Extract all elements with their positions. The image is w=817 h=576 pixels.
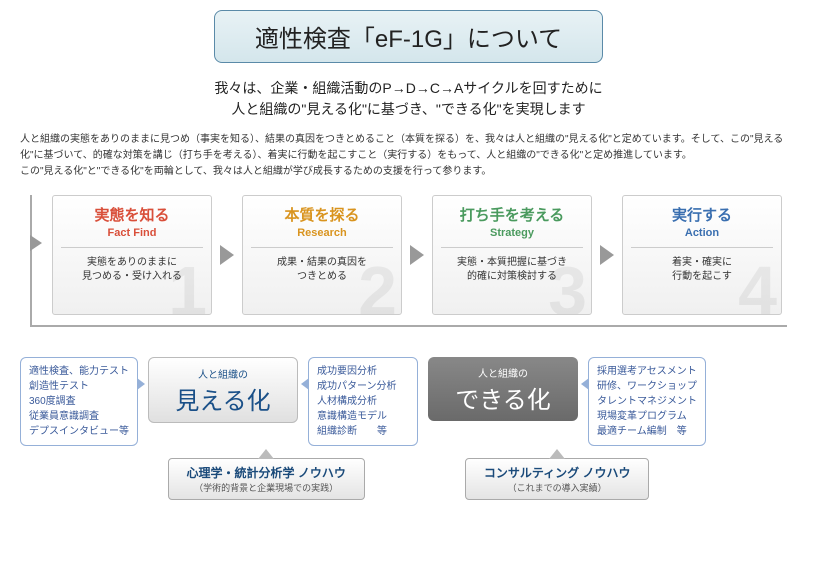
subtitle-line1: 我々は、企業・組織活動のP→D→C→Aサイクルを回すために <box>20 78 797 99</box>
bubble-left: 適性検査、能力テスト 創造性テスト 360度調査 従業員意識調査 デプスインタビ… <box>20 357 138 446</box>
cycle-entry-arrow <box>30 235 42 251</box>
foot-box-2: コンサルティング ノウハウ （これまでの導入実績） <box>465 458 650 500</box>
step-title-jp: 本質を探る <box>249 204 395 225</box>
pdca-cycle: 1 実態を知る Fact Find 実態をありのままに見つめる・受け入れる 2 … <box>30 195 787 327</box>
arrow-icon <box>220 245 234 265</box>
mieru-box: 人と組織の 見える化 <box>148 357 298 423</box>
step-title-jp: 打ち手を考える <box>439 204 585 225</box>
foot-sub: （学術的背景と企業現場での実践） <box>187 481 346 494</box>
step-title-en: Research <box>249 227 395 239</box>
dekiru-label-lg: できる化 <box>442 380 564 415</box>
step-desc: 実態・本質把握に基づき的確に対策検討する <box>439 256 585 284</box>
step-title-en: Action <box>629 227 775 239</box>
foot-title: 心理学・統計分析学 ノウハウ <box>187 464 346 481</box>
title-box: 適性検査「eF-1G」について <box>214 10 603 63</box>
step-title-en: Strategy <box>439 227 585 239</box>
subtitle: 我々は、企業・組織活動のP→D→C→Aサイクルを回すために 人と組織の"見える化… <box>20 78 797 120</box>
footer-boxes: 心理学・統計分析学 ノウハウ （学術的背景と企業現場での実践） コンサルティング… <box>20 458 797 500</box>
step-desc: 着実・確実に行動を起こす <box>629 256 775 284</box>
step-2: 2 本質を探る Research 成果・結果の真因をつきとめる <box>242 195 402 315</box>
foot-box-1: 心理学・統計分析学 ノウハウ （学術的背景と企業現場での実践） <box>168 458 365 500</box>
step-title-jp: 実態を知る <box>59 204 205 225</box>
desc-p2: この"見える化"と"できる化"を両輪として、我々は人と組織が学び成長するための支… <box>20 164 797 180</box>
desc-p1: 人と組織の実態をありのままに見つめ（事実を知る）、結果の真因をつきとめること（本… <box>20 132 797 164</box>
foot-sub: （これまでの導入実績） <box>484 481 631 494</box>
dekiru-label-sm: 人と組織の <box>442 365 564 380</box>
step-desc: 実態をありのままに見つめる・受け入れる <box>59 256 205 284</box>
step-title-jp: 実行する <box>629 204 775 225</box>
bubble-right: 採用選考アセスメント 研修、ワークショップ タレントマネジメント 現場変革プログ… <box>588 357 706 446</box>
dekiru-box: 人と組織の できる化 <box>428 357 578 421</box>
mieru-label-lg: 見える化 <box>163 381 283 416</box>
step-4: 4 実行する Action 着実・確実に行動を起こす <box>622 195 782 315</box>
page-title: 適性検査「eF-1G」について <box>255 19 562 54</box>
lower-section: 適性検査、能力テスト 創造性テスト 360度調査 従業員意識調査 デプスインタビ… <box>20 357 797 446</box>
step-1: 1 実態を知る Fact Find 実態をありのままに見つめる・受け入れる <box>52 195 212 315</box>
foot-title: コンサルティング ノウハウ <box>484 464 631 481</box>
arrow-icon <box>600 245 614 265</box>
description: 人と組織の実態をありのままに見つめ（事実を知る）、結果の真因をつきとめること（本… <box>20 132 797 180</box>
step-3: 3 打ち手を考える Strategy 実態・本質把握に基づき的確に対策検討する <box>432 195 592 315</box>
step-desc: 成果・結果の真因をつきとめる <box>249 256 395 284</box>
bubble-mid: 成功要因分析 成功パターン分析 人材構成分析 意識構造モデル 組織診断 等 <box>308 357 418 446</box>
arrow-icon <box>410 245 424 265</box>
subtitle-line2: 人と組織の"見える化"に基づき、"できる化"を実現します <box>20 99 797 120</box>
mieru-label-sm: 人と組織の <box>163 366 283 381</box>
step-title-en: Fact Find <box>59 227 205 239</box>
